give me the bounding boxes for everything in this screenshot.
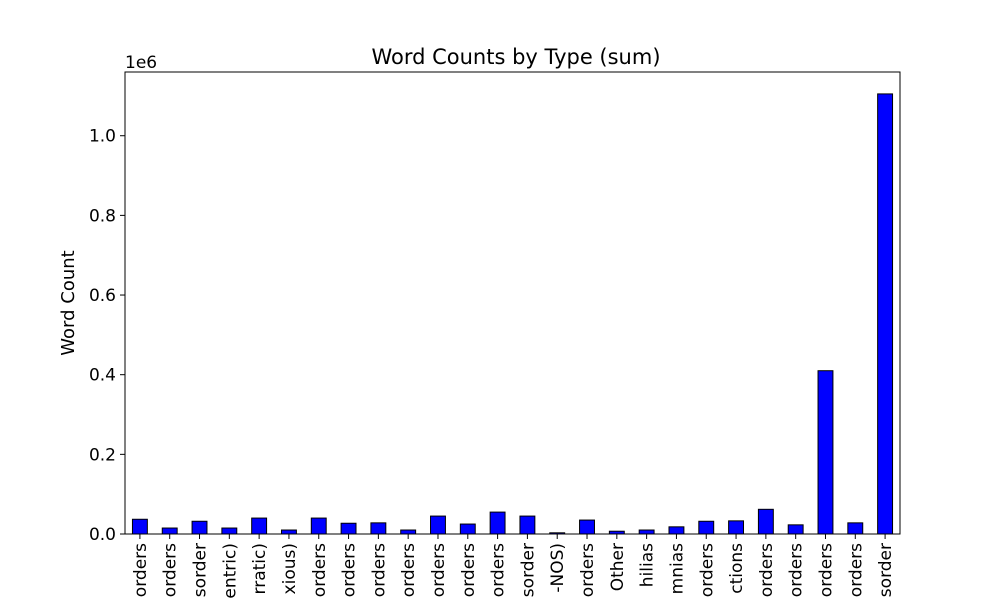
y-tick-label: 0.8 — [89, 206, 116, 226]
x-tick-label: orders — [757, 543, 777, 597]
x-tick-label: orders — [340, 543, 360, 597]
bar-20 — [698, 520, 715, 535]
bar-5 — [251, 517, 268, 535]
x-tick-label: orders — [369, 543, 389, 597]
x-tick-label: rratic) — [250, 543, 270, 594]
x-tick-label: orders — [161, 543, 181, 597]
y-tick-label: 0.2 — [89, 445, 116, 465]
x-tick-label: Other — [608, 543, 628, 591]
x-tick-label: orders — [310, 543, 330, 597]
bar-16 — [579, 519, 595, 535]
y-tick-label: 0.4 — [89, 366, 116, 386]
x-tick-label: entric) — [220, 543, 240, 599]
bar-8 — [340, 522, 357, 535]
y-axis-label: Word Count — [58, 250, 79, 355]
x-tick-label: xious) — [280, 543, 300, 594]
x-tick-label: sorder — [518, 543, 538, 597]
y-tick-label: 0.0 — [89, 525, 116, 545]
bar-23 — [787, 524, 804, 535]
bar-1 — [131, 518, 148, 535]
bar-24 — [817, 370, 834, 535]
bar-12 — [459, 523, 476, 535]
x-tick-label: orders — [399, 543, 419, 597]
bar-3 — [191, 520, 208, 535]
bar-13 — [489, 511, 506, 535]
bar-11 — [430, 515, 446, 535]
x-tick-label: sorder — [876, 543, 896, 597]
y-tick-label: 0.6 — [89, 286, 116, 306]
bar-14 — [519, 515, 536, 535]
y-tick-label: 1.0 — [89, 127, 116, 147]
x-tick-label: orders — [697, 543, 717, 597]
bar-21 — [728, 520, 745, 535]
bar-4 — [221, 527, 238, 535]
bar-9 — [370, 522, 387, 535]
chart-title: Word Counts by Type (sum) — [371, 45, 660, 69]
x-tick-label: orders — [489, 543, 509, 597]
x-tick-label: sorder — [191, 543, 211, 597]
bar-26 — [877, 93, 894, 535]
x-tick-label: orders — [131, 543, 151, 597]
x-tick-label: orders — [459, 543, 479, 597]
x-tick-label: orders — [429, 543, 449, 597]
bar-2 — [161, 527, 178, 535]
x-tick-label: orders — [846, 543, 866, 597]
x-tick-label: mnias — [667, 543, 687, 594]
y-ticks: 0.0 0.2 0.4 0.6 0.8 1.0 — [89, 127, 125, 545]
bar-6 — [280, 529, 297, 535]
plot-area-frame — [124, 71, 901, 535]
bar-7 — [310, 517, 327, 535]
y-axis-offset-text: 1e6 — [125, 53, 157, 73]
bar-19 — [668, 526, 685, 535]
x-tick-label: orders — [787, 543, 807, 597]
x-tick-label: ctions — [727, 543, 747, 594]
x-tick-label: -NOS) — [548, 543, 568, 593]
x-tick-label: hilias — [638, 543, 658, 587]
bars-layer — [131, 93, 894, 535]
bar-10 — [400, 529, 417, 535]
x-tick-label: orders — [578, 543, 598, 597]
bar-22 — [757, 508, 774, 535]
bar-25 — [847, 522, 864, 535]
x-ticks: orders orders sorder entric) rratic) xious) or… — [131, 534, 896, 599]
bar-18 — [638, 529, 655, 535]
x-tick-label: orders — [816, 543, 836, 597]
